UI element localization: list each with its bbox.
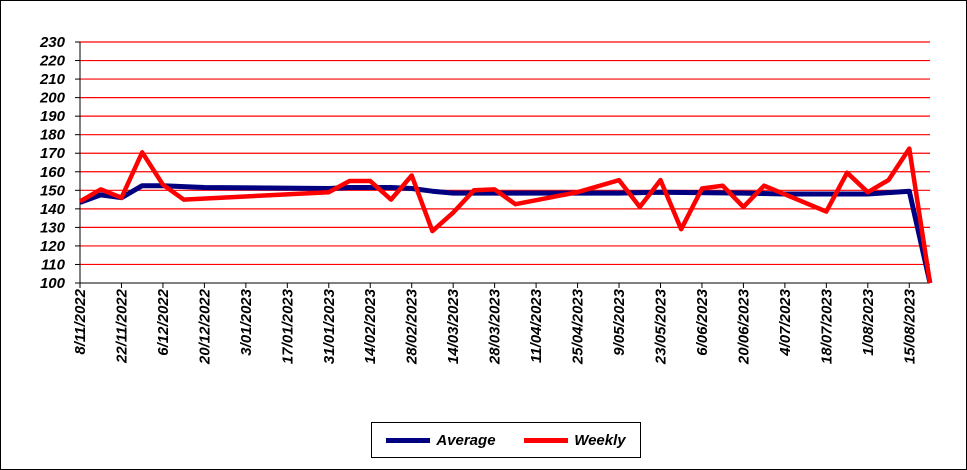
x-tick-label: 6/06/2023 xyxy=(694,288,711,355)
y-tick-label: 190 xyxy=(40,108,66,125)
x-tick-label: 8/11/2022 xyxy=(72,288,89,354)
legend-label-average: Average xyxy=(436,431,496,449)
x-tick-label: 17/01/2023 xyxy=(279,288,296,364)
x-tick-label: 9/05/2023 xyxy=(611,288,628,355)
x-tick-label: 3/01/2023 xyxy=(238,288,255,355)
x-tick-label: 18/07/2023 xyxy=(818,288,835,364)
y-tick-label: 140 xyxy=(40,201,66,218)
x-tick-label: 28/03/2023 xyxy=(487,288,504,365)
series-line-weekly xyxy=(78,146,933,284)
x-tick-label: 15/08/2023 xyxy=(901,288,918,364)
x-tick-label: 20/12/2022 xyxy=(196,288,213,365)
legend-swatch-average xyxy=(386,437,431,443)
x-tick-label: 6/12/2022 xyxy=(155,288,172,355)
x-tick-label: 22/11/2022 xyxy=(113,288,130,364)
legend-swatch-weekly xyxy=(524,437,569,443)
y-tick-label: 120 xyxy=(40,238,66,255)
series-lines xyxy=(78,146,933,284)
legend-item-weekly: Weekly xyxy=(524,431,626,449)
x-tick-label: 20/06/2023 xyxy=(735,288,752,365)
y-tick-label: 210 xyxy=(39,71,66,88)
legend-item-average: Average xyxy=(386,431,496,449)
y-tick-label: 230 xyxy=(39,34,66,51)
y-tick-label: 130 xyxy=(40,219,66,236)
y-tick-label: 150 xyxy=(40,182,66,199)
x-tick-label: 23/05/2023 xyxy=(652,288,669,365)
x-axis-ticks: 8/11/2022 22/11/2022 6/12/2022 20/12/2022 3/… xyxy=(72,288,918,365)
y-tick-label: 110 xyxy=(41,256,66,273)
y-tick-label: 180 xyxy=(40,127,66,144)
y-tick-label: 170 xyxy=(40,145,66,162)
x-tick-label: 14/02/2023 xyxy=(362,288,379,364)
x-tick-label: 4/07/2023 xyxy=(777,288,794,356)
y-tick-label: 160 xyxy=(40,164,66,181)
axes xyxy=(75,41,930,288)
x-tick-label: 11/04/2023 xyxy=(528,288,545,363)
x-tick-label: 1/08/2023 xyxy=(860,288,877,355)
legend: Average Weekly xyxy=(371,422,641,458)
x-tick-label: 31/01/2023 xyxy=(321,288,338,364)
x-tick-label: 25/04/2023 xyxy=(570,288,587,365)
x-tick-label: 14/03/2023 xyxy=(445,288,462,364)
series-line-average xyxy=(79,183,933,284)
legend-label-weekly: Weekly xyxy=(574,431,626,449)
y-tick-label: 200 xyxy=(39,90,66,107)
y-tick-label: 100 xyxy=(40,275,66,292)
x-tick-label: 28/02/2023 xyxy=(404,288,421,365)
y-tick-label: 220 xyxy=(39,53,66,70)
gridlines xyxy=(80,41,930,266)
